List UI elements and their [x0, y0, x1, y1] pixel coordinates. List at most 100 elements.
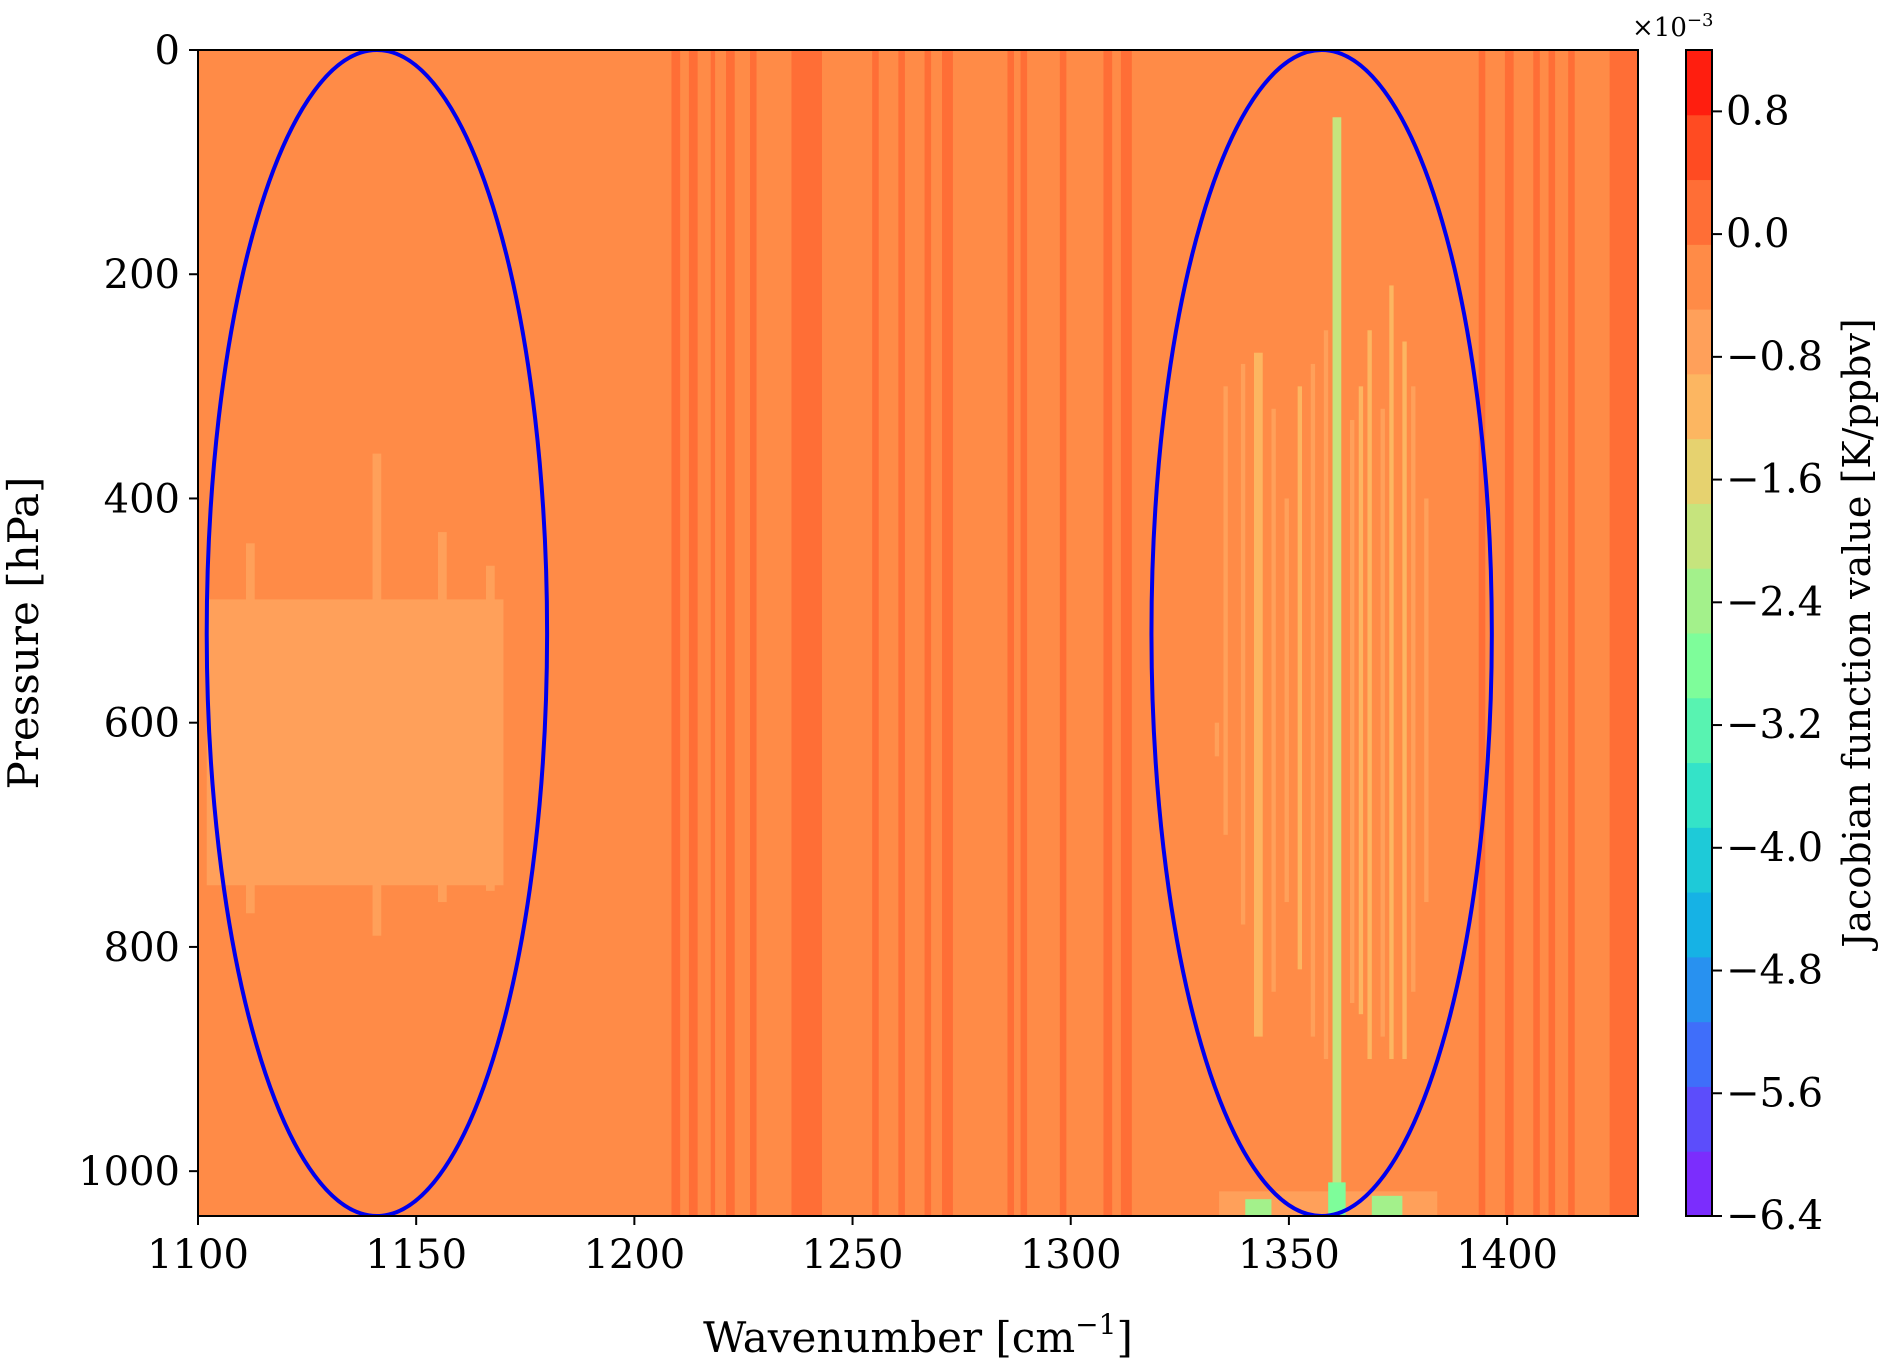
- colorbar-band: [1686, 50, 1712, 116]
- x-tick-label: 1100: [147, 1232, 249, 1278]
- colorbar-band: [1686, 1086, 1712, 1152]
- heatmap-patch: [1310, 363, 1316, 1037]
- heatmap-patch: [1380, 408, 1385, 1037]
- colorbar-band: [1686, 633, 1712, 699]
- heatmap-stripe: [1609, 50, 1638, 1216]
- heatmap-stripe: [1478, 50, 1486, 1216]
- y-tick-label: 400: [104, 476, 180, 522]
- heatmap-stripe: [1120, 50, 1132, 1216]
- colorbar-band: [1686, 244, 1712, 310]
- annotation-ellipse: [1149, 50, 1494, 1216]
- x-tick-label: 1400: [1456, 1232, 1558, 1278]
- heatmap-patch: [1297, 386, 1302, 970]
- heatmap-patch: [486, 565, 495, 891]
- heatmap-patch: [1350, 419, 1355, 1003]
- plot-area: [198, 50, 1638, 1216]
- heatmap-patch: [1402, 341, 1407, 1060]
- heatmap-stripe: [1059, 50, 1067, 1216]
- x-tick-label: 1150: [365, 1232, 467, 1278]
- colorbar-tick-label: 0.0: [1726, 211, 1790, 257]
- colorbar-band: [1686, 697, 1712, 764]
- heatmap-patch: [246, 543, 255, 914]
- colorbar-tick-label: −1.6: [1726, 457, 1823, 503]
- colorbar-tick-label: −6.4: [1726, 1193, 1823, 1239]
- y-tick-label: 600: [104, 701, 180, 747]
- heatmap-patch: [1358, 386, 1364, 1015]
- colorbar-tick-label: −2.4: [1726, 579, 1823, 625]
- annotation-ellipses: [204, 50, 1494, 1216]
- colorbar-frame: [1685, 49, 1713, 1217]
- y-axis-label: Pressure [hPa]: [0, 477, 48, 790]
- colorbar-tick-label: 0.8: [1726, 88, 1790, 134]
- heatmap-stripe: [924, 50, 932, 1216]
- colorbar-band: [1686, 373, 1712, 440]
- colorbar-band: [1686, 309, 1712, 375]
- colorbar-multiplier: ×10−3: [1632, 10, 1713, 43]
- heatmap-patch: [438, 532, 447, 903]
- colorbar-band: [1686, 438, 1712, 504]
- colorbar-tick-label: −5.6: [1726, 1070, 1823, 1116]
- colorbar-band: [1686, 827, 1712, 893]
- colorbar-tick-label: −0.8: [1726, 334, 1823, 380]
- heatmap-patch: [372, 453, 382, 936]
- heatmap-stripe: [710, 50, 716, 1216]
- heatmap-stripes: [671, 50, 1638, 1216]
- colorbar-band: [1686, 1151, 1712, 1217]
- heatmap-patch: [1240, 363, 1246, 925]
- heatmap-patch: [1245, 1199, 1272, 1216]
- heatmap-patch: [206, 599, 504, 886]
- heatmap-stripe: [726, 50, 735, 1216]
- heatmap-stripe: [1007, 50, 1014, 1216]
- heatmap-stripe: [872, 50, 879, 1216]
- heatmap-stripe: [1103, 50, 1113, 1216]
- colorbar-tick-label: −4.8: [1726, 948, 1823, 994]
- heatmap-stripe: [1568, 50, 1575, 1216]
- heatmap-stripe: [1533, 50, 1540, 1216]
- x-tick-label: 1300: [1020, 1232, 1122, 1278]
- y-tick-label: 1000: [78, 1149, 180, 1195]
- heatmap-patch: [1284, 498, 1289, 903]
- colorbar-tick-label: −3.2: [1726, 702, 1823, 748]
- x-axis: 1100 1150 1200 1250 1300 1350 1400: [147, 1216, 1558, 1278]
- colorbar: 0.8 0.0 −0.8 −1.6 −2.4 −3.2 −4.0 −4.8 −5.6 −6.4 ×…: [1632, 10, 1879, 1239]
- colorbar-label: Jacobian function value [K/ppbv]: [1835, 318, 1879, 952]
- heatmap-stripe: [671, 50, 681, 1216]
- colorbar-ticks: 0.8 0.0 −0.8 −1.6 −2.4 −3.2 −4.0 −4.8 −5.6 −6.4: [1712, 88, 1823, 1239]
- heatmap-patch: [1223, 386, 1228, 835]
- colorbar-band: [1686, 179, 1712, 245]
- colorbar-bands: [1686, 50, 1712, 1217]
- heatmap-stripe: [1020, 50, 1028, 1216]
- heatmap-patch: [1254, 352, 1263, 1037]
- colorbar-band: [1686, 762, 1712, 828]
- heatmap-patch: [1371, 1195, 1403, 1216]
- y-axis: 0 200 400 600 800 1000: [78, 28, 198, 1195]
- heatmap-patch: [1367, 330, 1372, 1060]
- x-tick-label: 1200: [583, 1232, 685, 1278]
- x-axis-label: Wavenumber [cm−1]: [703, 1308, 1133, 1362]
- heatmap-stripe: [1548, 50, 1556, 1216]
- heatmap-patch: [1271, 408, 1276, 992]
- heatmap-patch: [1323, 330, 1329, 1060]
- heatmap-patch: [1328, 1182, 1346, 1216]
- colorbar-tick-label: −4.0: [1726, 825, 1823, 871]
- colorbar-band: [1686, 568, 1712, 634]
- heatmap-patch: [1332, 117, 1342, 1205]
- heatmap-stripe: [1504, 50, 1514, 1216]
- heatmap-patch: [1389, 285, 1394, 1060]
- heatmap-patches: [206, 117, 1438, 1216]
- annotation-ellipse: [204, 50, 550, 1216]
- colorbar-band: [1686, 956, 1712, 1023]
- heatmap-stripe: [688, 50, 698, 1216]
- plot-frame: [197, 49, 1639, 1217]
- x-tick-label: 1350: [1238, 1232, 1340, 1278]
- heatmap-stripe: [750, 50, 757, 1216]
- heatmap-stripe: [898, 50, 905, 1216]
- heatmap-stripe: [791, 50, 822, 1216]
- colorbar-band: [1686, 1021, 1712, 1087]
- heatmap-patch: [1411, 386, 1416, 992]
- colorbar-band: [1686, 114, 1712, 181]
- heatmap-patch: [1424, 498, 1429, 903]
- colorbar-band: [1686, 892, 1712, 958]
- y-tick-label: 800: [104, 925, 180, 971]
